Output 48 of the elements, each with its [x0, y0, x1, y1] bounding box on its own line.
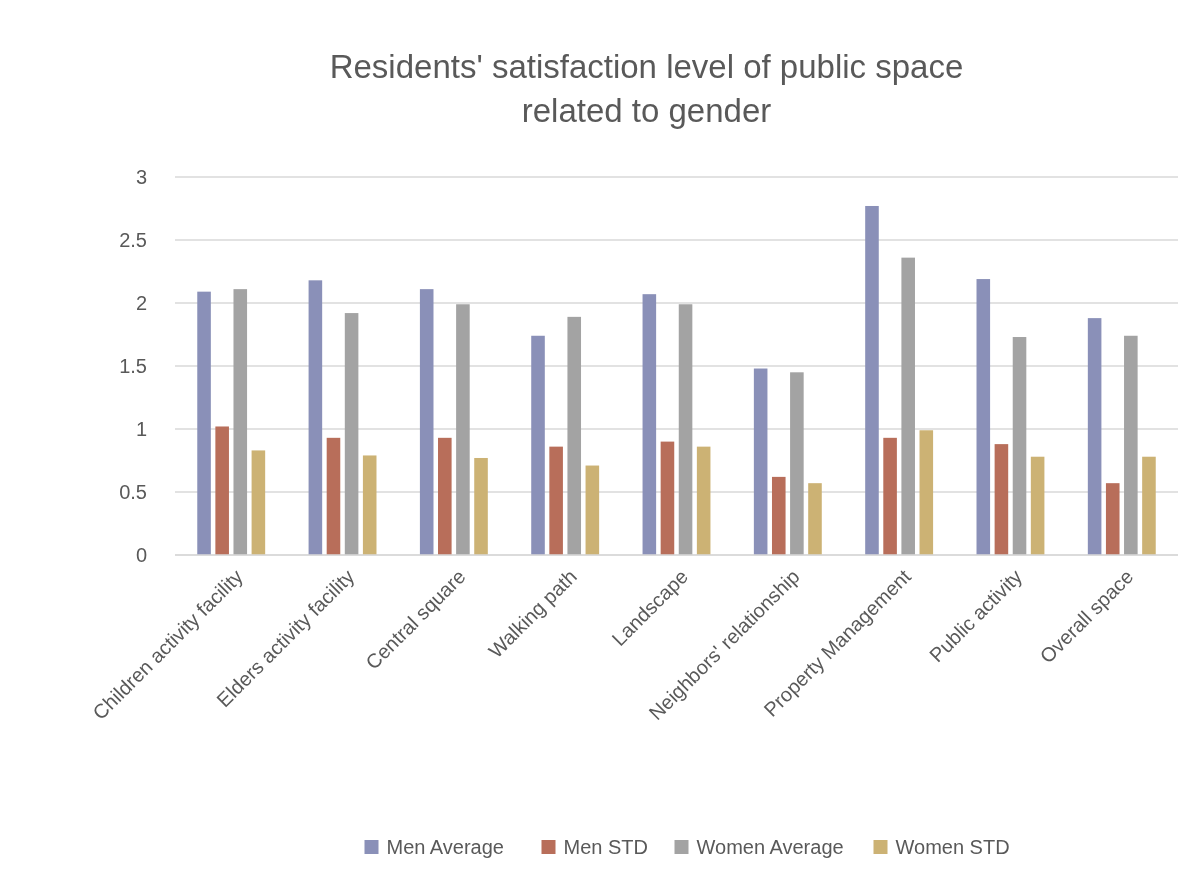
- y-tick-label: 0: [135, 544, 147, 566]
- legend-label: Women Average: [696, 836, 844, 858]
- y-tick-label: 1: [135, 418, 147, 440]
- bar: [585, 465, 600, 555]
- bar: [438, 437, 452, 555]
- y-tick-label: 2: [135, 292, 147, 314]
- bar: [567, 316, 582, 555]
- bar: [531, 335, 545, 555]
- bar: [215, 426, 229, 555]
- bar: [901, 257, 915, 555]
- bar: [326, 437, 341, 555]
- bar: [1142, 456, 1156, 555]
- bar: [753, 368, 768, 555]
- bar: [994, 444, 1009, 555]
- bar: [251, 450, 266, 555]
- bar: [1124, 335, 1138, 555]
- bar: [197, 291, 211, 555]
- bar: [456, 304, 470, 555]
- bar: [976, 279, 991, 555]
- bar: [660, 441, 675, 555]
- bar: [771, 476, 786, 555]
- y-tick-label: 0.5: [119, 481, 147, 503]
- bar: [344, 313, 359, 555]
- bar: [419, 289, 434, 555]
- bar: [308, 280, 323, 555]
- legend-label: Men STD: [563, 836, 648, 858]
- bar: [883, 437, 897, 555]
- bar: [233, 289, 248, 555]
- legend-label: Men Average: [386, 836, 504, 858]
- bar: [678, 304, 693, 555]
- bar: [1105, 483, 1120, 555]
- legend-label: Women STD: [895, 836, 1010, 858]
- y-tick-label: 3: [135, 166, 147, 188]
- bar: [1012, 337, 1027, 555]
- bar: [642, 294, 657, 555]
- y-tick-label: 1.5: [119, 355, 147, 377]
- bar: [362, 455, 377, 555]
- bar: [474, 457, 488, 555]
- bar: [865, 205, 879, 555]
- bar: [919, 430, 934, 555]
- chart-title: Residents' satisfaction level of public space related to gender: [329, 48, 964, 129]
- y-tick-label: 2.5: [119, 229, 147, 251]
- bar: [549, 446, 563, 555]
- bar: [1087, 318, 1102, 555]
- bar: [790, 372, 804, 555]
- bar: [696, 446, 711, 555]
- bar: [808, 483, 822, 555]
- bar: [1030, 456, 1045, 555]
